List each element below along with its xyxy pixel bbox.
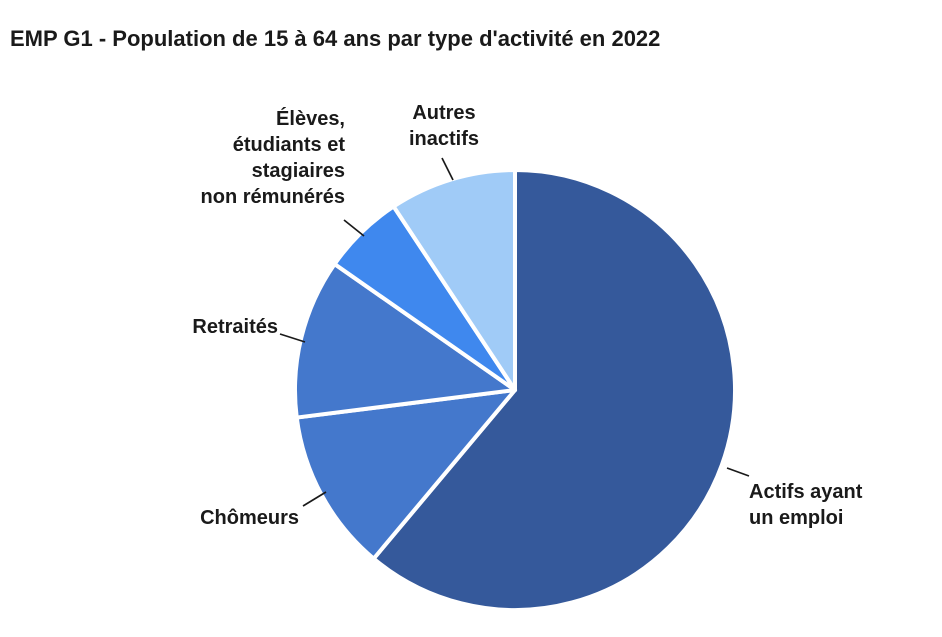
leader-line-actifs <box>726 467 750 477</box>
chart-title: EMP G1 - Population de 15 à 64 ans par t… <box>10 26 661 51</box>
pie-slice-2 <box>293 262 517 420</box>
leader-line-autres-inactifs <box>441 157 454 181</box>
pie-slice-4 <box>391 168 517 392</box>
slice-label-retraites: Retraités <box>192 316 278 338</box>
pie-slice-0 <box>371 168 737 612</box>
slice-label-autres-inactifs: Autres inactifs <box>408 102 480 150</box>
slice-label-eleves-etudiants-stagiaires: Élèves, étudiants et stagiaires non rému… <box>200 108 345 208</box>
slice-label-chomeurs: Chômeurs <box>200 507 299 529</box>
leader-line-chomeurs <box>302 491 327 507</box>
slice-label-actifs-ayant-un-emploi: Actifs ayant un emploi <box>749 481 863 529</box>
pie-slices <box>293 168 737 612</box>
leader-lines <box>279 157 750 507</box>
leader-line-eleves <box>343 219 365 237</box>
leader-line-retraites <box>279 333 306 343</box>
